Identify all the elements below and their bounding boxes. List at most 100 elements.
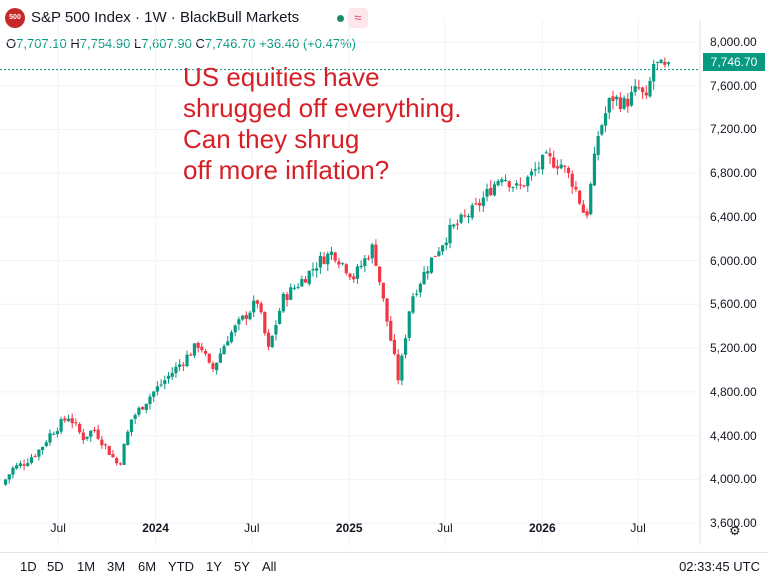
low-value: 7,607.90 bbox=[141, 36, 192, 51]
timeframe-1y[interactable]: 1Y bbox=[206, 559, 222, 574]
candle-body bbox=[463, 215, 467, 217]
x-tick-label: Jul bbox=[630, 521, 646, 535]
candle bbox=[281, 292, 285, 314]
candle-body bbox=[581, 204, 585, 213]
candle bbox=[385, 298, 389, 327]
wave-icon[interactable]: ≈ bbox=[348, 8, 368, 28]
candle bbox=[563, 164, 567, 173]
candle-body bbox=[237, 319, 241, 325]
candle bbox=[278, 308, 282, 325]
timeframe-3m[interactable]: 3M bbox=[107, 559, 126, 574]
candle-body bbox=[433, 255, 437, 257]
candle bbox=[307, 270, 311, 286]
candle-body bbox=[159, 384, 163, 386]
candle-body bbox=[144, 403, 148, 410]
candle-body bbox=[622, 97, 626, 109]
candle-body bbox=[666, 62, 671, 64]
timeframe-5d[interactable]: 5D bbox=[47, 559, 64, 574]
candle-body bbox=[429, 257, 434, 273]
candle bbox=[148, 393, 152, 410]
gear-icon[interactable]: ⚙ bbox=[729, 523, 741, 538]
candle bbox=[270, 335, 274, 348]
low-label: L bbox=[133, 36, 142, 51]
candle bbox=[366, 255, 371, 261]
candle-body bbox=[63, 418, 67, 421]
candle-body bbox=[70, 418, 74, 424]
candle bbox=[315, 262, 319, 278]
timeframe-6m[interactable]: 6M bbox=[138, 559, 157, 574]
candle-body bbox=[148, 396, 152, 405]
candle bbox=[266, 329, 271, 350]
candle-body bbox=[274, 325, 278, 335]
candle bbox=[107, 445, 111, 455]
timeframe-1d[interactable]: 1D bbox=[20, 559, 37, 574]
candle bbox=[226, 336, 230, 346]
candle bbox=[303, 275, 308, 283]
candle bbox=[29, 453, 34, 465]
candle-body bbox=[3, 479, 8, 485]
candle-body bbox=[626, 98, 630, 107]
candle bbox=[533, 161, 537, 177]
candle-body bbox=[44, 442, 48, 446]
candle bbox=[318, 251, 322, 275]
candle bbox=[15, 462, 19, 470]
candle-body bbox=[663, 61, 667, 65]
candle-body bbox=[548, 153, 552, 157]
y-tick-label: 6,800.00 bbox=[710, 166, 757, 181]
candle-body bbox=[81, 432, 85, 441]
candle-body bbox=[248, 312, 252, 320]
candle bbox=[448, 218, 452, 249]
candle-body bbox=[607, 98, 611, 113]
timeframe-ytd[interactable]: YTD bbox=[168, 559, 194, 574]
candle-body bbox=[181, 364, 185, 366]
candle bbox=[274, 320, 278, 341]
candle bbox=[352, 273, 356, 283]
candle bbox=[455, 219, 460, 230]
candle-body bbox=[226, 341, 230, 346]
candle bbox=[100, 435, 104, 449]
candle-body bbox=[174, 366, 178, 374]
timeframe-5y[interactable]: 5Y bbox=[234, 559, 250, 574]
candle bbox=[581, 199, 585, 213]
x-tick-label: 2026 bbox=[528, 521, 556, 535]
candle bbox=[426, 265, 430, 280]
candle bbox=[444, 237, 448, 251]
candle bbox=[326, 251, 330, 272]
candle bbox=[422, 266, 426, 285]
candle bbox=[659, 58, 663, 64]
candle-body bbox=[437, 251, 441, 256]
candle bbox=[322, 252, 326, 265]
candle bbox=[66, 414, 71, 422]
last-price-label: 7,746.70 bbox=[703, 53, 765, 71]
candle-body bbox=[289, 287, 293, 300]
candle bbox=[433, 255, 437, 257]
candle-body bbox=[426, 271, 430, 274]
candle bbox=[474, 197, 478, 206]
candle bbox=[44, 439, 48, 448]
candle-body bbox=[263, 311, 267, 334]
chart-header: 500 S&P 500 Index · 1W · BlackBull Marke… bbox=[0, 0, 700, 52]
symbol-title[interactable]: S&P 500 Index · 1W · BlackBull Markets bbox=[31, 9, 300, 26]
candle bbox=[311, 262, 315, 277]
candle bbox=[481, 191, 485, 212]
candle-body bbox=[378, 266, 382, 283]
candle bbox=[381, 282, 385, 302]
candle-body bbox=[66, 418, 71, 422]
candle bbox=[300, 275, 304, 288]
time-axis[interactable]: Jul 2024 Jul 2025 Jul 2026 Jul bbox=[0, 521, 700, 541]
candle bbox=[263, 311, 267, 336]
candle-body bbox=[648, 80, 652, 97]
candle bbox=[611, 90, 615, 110]
candle-body bbox=[448, 224, 452, 244]
candle bbox=[55, 427, 60, 438]
candle-body bbox=[340, 263, 345, 265]
timeframe-all[interactable]: All bbox=[262, 559, 277, 574]
candle bbox=[507, 180, 511, 192]
timeframe-1m[interactable]: 1M bbox=[77, 559, 96, 574]
candle bbox=[515, 180, 519, 190]
candle-body bbox=[29, 457, 34, 463]
candle bbox=[511, 186, 515, 192]
y-tick-label: 7,200.00 bbox=[710, 122, 757, 137]
candle bbox=[103, 443, 108, 450]
